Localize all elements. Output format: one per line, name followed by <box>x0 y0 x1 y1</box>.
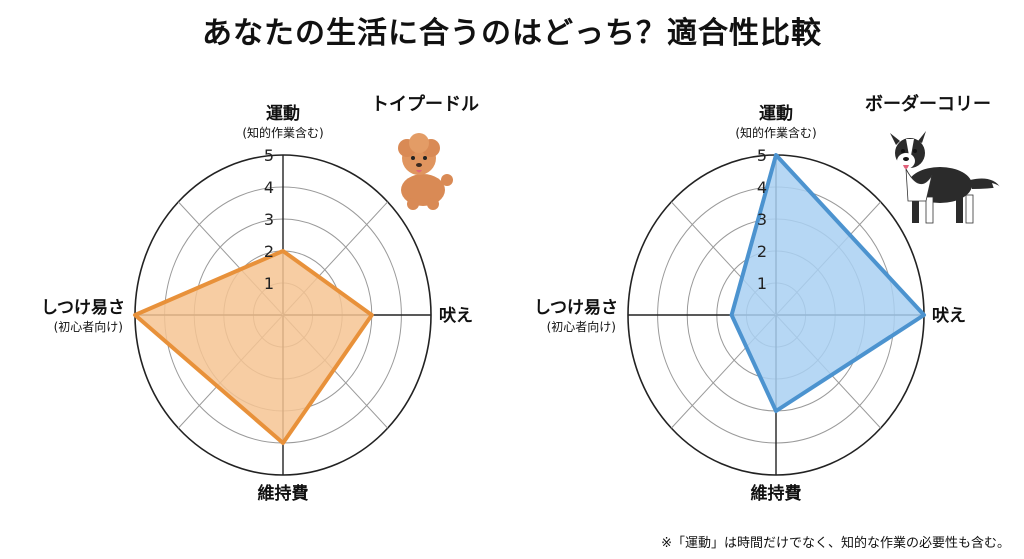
tick-label: 5 <box>264 146 274 165</box>
breed-label: ボーダーコリー <box>865 93 991 115</box>
border-collie-illustration <box>890 131 1002 224</box>
data-polygon-series <box>133 249 374 445</box>
axis-label-barking: 吠え <box>932 306 966 326</box>
axis-label-exercise: 運動 <box>759 103 793 124</box>
axis-sublabel-trainability: (初心者向け) <box>547 319 616 334</box>
tick-label: 1 <box>264 274 274 293</box>
tick-label: 3 <box>264 210 274 229</box>
tick-label: 3 <box>757 210 767 229</box>
tick-label: 1 <box>757 274 767 293</box>
breed-label: トイプードル <box>371 93 479 115</box>
toy-poodle-illustration <box>398 133 453 210</box>
axis-sublabel-exercise: (知的作業含む) <box>735 125 816 140</box>
axis-label-trainability: しつけ易さ <box>534 298 618 318</box>
axis-label-cost: 維持費 <box>258 483 309 504</box>
tick-label: 2 <box>757 242 767 261</box>
tick-label: 2 <box>264 242 274 261</box>
axis-label-barking: 吠え <box>439 306 473 326</box>
axis-label-exercise: 運動 <box>266 103 300 124</box>
footnote: ※「運動」は時間だけでなく、知的な作業の必要性も含む。 <box>661 536 1010 551</box>
axis-label-trainability: しつけ易さ <box>41 298 125 318</box>
tick-label: 4 <box>264 178 274 197</box>
tick-label: 4 <box>757 178 767 197</box>
axis-label-cost: 維持費 <box>751 483 802 504</box>
axis-sublabel-trainability: (初心者向け) <box>54 319 123 334</box>
tick-label: 5 <box>757 146 767 165</box>
page-title: あなたの生活に合うのはどっち？適合性比較 <box>202 16 822 51</box>
axis-sublabel-exercise: (知的作業含む) <box>242 125 323 140</box>
